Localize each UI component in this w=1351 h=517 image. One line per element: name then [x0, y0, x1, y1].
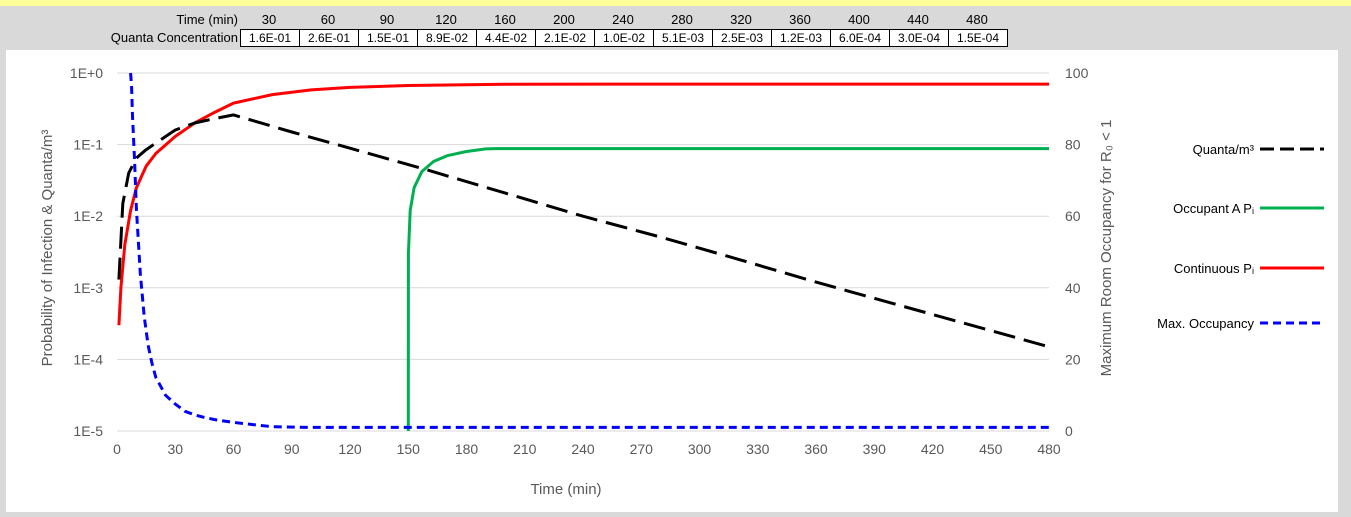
x-tick-label: 390 — [863, 441, 887, 457]
chart-area: 1E+0 1E-1 1E-2 1E-3 1E-4 1E-5 100 80 60 40 20 0 0 30 6… — [6, 50, 1338, 512]
time-cell: 440 — [907, 12, 929, 27]
legend-label: Occupant A Pᵢ — [1173, 201, 1254, 216]
x-tick-label: 330 — [746, 441, 770, 457]
series-line-3 — [129, 72, 1049, 429]
time-cell: 280 — [671, 12, 693, 27]
x-tick-label: 120 — [338, 441, 362, 457]
x-tick-label: 60 — [226, 441, 242, 457]
top-highlight-strip — [0, 0, 1351, 6]
x-tick-label: 90 — [284, 441, 300, 457]
x-tick-label: 420 — [921, 441, 945, 457]
y-right-tick-label: 20 — [1065, 351, 1081, 367]
legend-label: Continuous Pᵢ — [1174, 261, 1254, 276]
y-axis-left-title: Probability of Infection & Quanta/m³ — [39, 130, 56, 367]
y-left-tick-label: 1E-2 — [73, 208, 103, 224]
y-right-tick-label: 60 — [1065, 208, 1081, 224]
x-tick-label: 480 — [1037, 441, 1061, 457]
concentration-cell: 1.5E-01 — [358, 29, 418, 47]
concentration-cell: 8.9E-02 — [417, 29, 477, 47]
x-tick-label: 450 — [979, 441, 1003, 457]
concentration-cell: 2.5E-03 — [712, 29, 772, 47]
legend: Quanta/m³ Occupant A Pᵢ Continuous Pᵢ Max. … — [1157, 142, 1324, 331]
time-cell: 480 — [966, 12, 988, 27]
y-left-tick-label: 1E-4 — [73, 351, 103, 367]
y-left-tick-label: 1E-3 — [73, 280, 103, 296]
y-right-tick-label: 0 — [1065, 423, 1073, 439]
concentration-cell: 4.4E-02 — [476, 29, 536, 47]
concentration-cell: 5.1E-03 — [653, 29, 713, 47]
concentration-row-label: Quanta Concentration — [110, 30, 238, 45]
x-tick-label: 240 — [571, 441, 595, 457]
y-left-tick-label: 1E-1 — [73, 137, 103, 153]
concentration-cell: 1.6E-01 — [240, 29, 300, 47]
concentration-cell: 1.2E-03 — [771, 29, 831, 47]
x-tick-label: 150 — [397, 441, 421, 457]
quanta-summary-table: Time (min) 30 60 90 120 160 200 240 280 320 360 40… — [0, 8, 1351, 48]
gridlines — [117, 72, 1049, 432]
x-tick-label: 210 — [513, 441, 537, 457]
axes: 1E+0 1E-1 1E-2 1E-3 1E-4 1E-5 100 80 60 40 20 0 0 30 6… — [70, 65, 1089, 457]
infection-probability-chart: 1E+0 1E-1 1E-2 1E-3 1E-4 1E-5 100 80 60 40 20 0 0 30 6… — [39, 65, 1324, 498]
y-right-tick-label: 40 — [1065, 280, 1081, 296]
y-axis-right-title: Maximum Room Occupancy for R₀ < 1 — [1098, 120, 1115, 377]
time-cell: 320 — [730, 12, 752, 27]
y-right-tick-label: 100 — [1065, 65, 1089, 81]
series-line-0 — [117, 113, 1050, 349]
legend-label: Quanta/m³ — [1193, 142, 1255, 157]
x-tick-label: 180 — [455, 441, 479, 457]
concentration-cell: 2.1E-02 — [535, 29, 595, 47]
time-cell: 400 — [848, 12, 870, 27]
time-row-label: Time (min) — [176, 12, 238, 27]
time-cell: 60 — [320, 12, 336, 27]
x-axis-title: Time (min) — [530, 481, 601, 498]
time-cell: 240 — [612, 12, 634, 27]
concentration-cell: 6.0E-04 — [830, 29, 890, 47]
x-tick-label: 270 — [630, 441, 654, 457]
x-tick-label: 300 — [688, 441, 712, 457]
x-tick-label: 30 — [167, 441, 183, 457]
y-right-tick-label: 80 — [1065, 137, 1081, 153]
concentration-row: Quanta Concentration 1.6E-01 2.6E-01 1.5E-… — [0, 29, 1351, 48]
time-cell: 160 — [494, 12, 516, 27]
legend-label: Max. Occupancy — [1157, 316, 1254, 331]
y-left-tick-label: 1E+0 — [70, 65, 103, 81]
series-line-2 — [117, 82, 1049, 326]
time-cell: 120 — [435, 12, 457, 27]
series-lines — [117, 72, 1050, 432]
time-cell: 360 — [789, 12, 811, 27]
concentration-cell: 3.0E-04 — [889, 29, 949, 47]
y-left-tick-label: 1E-5 — [73, 423, 103, 439]
time-cell: 200 — [553, 12, 575, 27]
time-cell: 30 — [261, 12, 277, 27]
concentration-cell: 2.6E-01 — [299, 29, 359, 47]
concentration-cell: 1.5E-04 — [948, 29, 1008, 47]
concentration-cell: 1.0E-02 — [594, 29, 654, 47]
x-tick-label: 0 — [113, 441, 121, 457]
series-line-1 — [406, 147, 1049, 432]
time-row: Time (min) 30 60 90 120 160 200 240 280 320 360 40… — [0, 11, 1351, 30]
time-cell: 90 — [379, 12, 395, 27]
x-tick-label: 360 — [804, 441, 828, 457]
